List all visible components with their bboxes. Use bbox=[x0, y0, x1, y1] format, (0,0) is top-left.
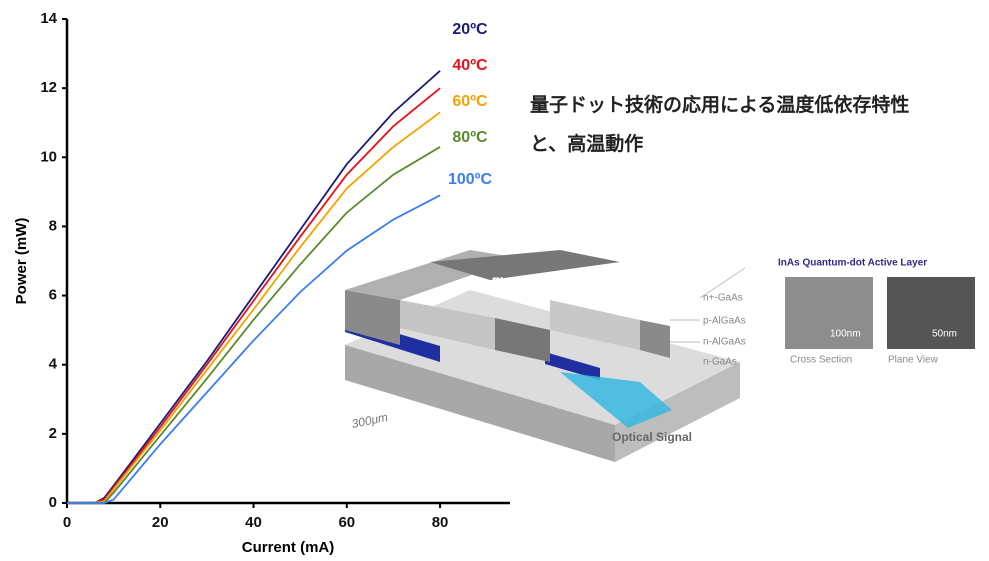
caption: と、高温動作 bbox=[530, 132, 643, 155]
view-label: Cross Section bbox=[790, 355, 852, 366]
y-tick-label: 8 bbox=[49, 217, 57, 234]
signal-label: Optical Signal bbox=[612, 430, 692, 444]
inset-title: InAs Quantum-dot Active Layer bbox=[778, 258, 927, 269]
x-tick-label: 80 bbox=[432, 514, 449, 531]
y-tick-label: 10 bbox=[40, 148, 57, 165]
x-axis-label: Current (mA) bbox=[242, 539, 335, 556]
legend-label: 80ºC bbox=[452, 129, 488, 146]
x-tick-label: 0 bbox=[63, 514, 71, 531]
x-tick-label: 40 bbox=[245, 514, 262, 531]
y-tick-label: 14 bbox=[40, 10, 57, 27]
device-diagram: Electrode n+-GaAs p-AlGaAs n-AlGaAs n-Ga… bbox=[345, 250, 975, 462]
electrode-label: Electrode bbox=[492, 275, 547, 289]
chart: 0 2 4 6 8 10 12 14 0 20 40 60 80 20ºC 40ºC 60ºC 80ºC 100º… bbox=[0, 0, 989, 561]
y-tick-label: 4 bbox=[49, 356, 58, 373]
legend-label: 20ºC bbox=[452, 21, 488, 38]
y-tick-label: 0 bbox=[49, 494, 57, 511]
y-tick-label: 2 bbox=[49, 425, 57, 442]
y-tick-label: 6 bbox=[49, 287, 57, 304]
caption: 量子ドット技術の応用による温度低依存特性 bbox=[530, 93, 909, 116]
scale-label: 50nm bbox=[932, 329, 957, 340]
view-label: Plane View bbox=[888, 355, 939, 366]
layer-label: n-AlGaAs bbox=[703, 337, 746, 348]
layer-label: n+-GaAs bbox=[703, 293, 743, 304]
x-tick-label: 60 bbox=[338, 514, 355, 531]
legend-label: 60ºC bbox=[452, 93, 488, 110]
x-tick-label: 20 bbox=[152, 514, 169, 531]
layer-label: n-GaAs bbox=[703, 357, 737, 368]
layer-label: p-AlGaAs bbox=[703, 316, 746, 327]
legend-label: 40ºC bbox=[452, 57, 488, 74]
y-tick-label: 12 bbox=[40, 79, 57, 96]
sem-plane-view bbox=[887, 277, 975, 349]
width-label: 300μm bbox=[350, 410, 389, 431]
legend-label: 100ºC bbox=[448, 171, 493, 188]
scale-label: 100nm bbox=[830, 329, 861, 340]
y-axis-label: Power (mW) bbox=[13, 218, 30, 305]
